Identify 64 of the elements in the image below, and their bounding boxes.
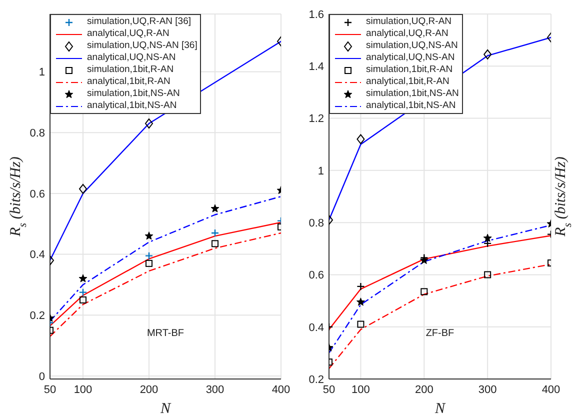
y-tick-label: 0.2	[30, 310, 45, 322]
legend-label: simulation,1bit,NS-AN	[87, 88, 180, 100]
point	[212, 240, 218, 248]
legend-label: analytical,1bit,NS-AN	[366, 100, 456, 112]
point	[483, 239, 492, 248]
point	[210, 228, 220, 238]
annotation: MRT-BF	[146, 328, 186, 339]
x-axis-title: N	[159, 401, 172, 417]
y-tick-label: 1.2	[308, 113, 324, 126]
point	[483, 234, 492, 242]
legend-label: simulation,UQ,R-AN [36]	[87, 16, 192, 28]
y-tick-label: 1.6	[308, 8, 324, 21]
y-tick-label: 1	[318, 165, 324, 178]
point	[356, 298, 365, 306]
legend-label: analytical,1bit,R-AN	[366, 76, 450, 88]
y-tick-label: 0.2	[308, 374, 324, 386]
point	[484, 271, 492, 278]
y-tick-label: 0	[38, 370, 45, 383]
x-tick-label: 100	[352, 384, 370, 396]
y-tick-label: 1.4	[308, 61, 324, 74]
line-series	[50, 232, 281, 338]
legend-label: simulation,UQ,NS-AN [36]	[87, 40, 198, 52]
x-tick-label: 400	[542, 384, 560, 396]
line-series	[50, 196, 281, 322]
point	[144, 232, 154, 240]
point	[78, 274, 88, 282]
y-tick-label: 0.4	[308, 322, 324, 334]
y-tick-label: 0.6	[308, 270, 324, 282]
legend-label: analytical,UQ,NS-AN	[366, 52, 455, 64]
y-tick-label: 0.6	[30, 188, 45, 200]
legend-label: simulation,1bit,R-AN	[366, 64, 453, 76]
x-axis-title: N	[434, 401, 446, 417]
line-series	[329, 235, 551, 330]
x-tick-label: 400	[272, 384, 290, 396]
legend-label: analytical,UQ,NS-AN	[87, 52, 176, 64]
x-tick-label: 100	[74, 384, 92, 396]
x-tick-label: 50	[44, 384, 56, 396]
x-tick-label: 300	[206, 384, 224, 396]
point	[146, 260, 152, 267]
point	[210, 204, 220, 212]
point	[420, 288, 428, 296]
legend-label: simulation,1bit,NS-AN	[366, 88, 459, 100]
point	[356, 282, 365, 291]
annotation: ZF-BF	[424, 328, 456, 339]
x-tick-label: 200	[140, 384, 158, 396]
x-tick-label: 300	[478, 384, 497, 396]
legend-label: simulation,UQ,NS-AN	[366, 40, 458, 52]
legend-label: analytical,UQ,R-AN	[87, 28, 170, 40]
y-tick-label: 0.8	[308, 217, 324, 230]
legend-label: simulation,UQ,R-AN	[366, 16, 452, 28]
y-tick-label: 1	[38, 66, 45, 79]
point	[144, 252, 154, 260]
point	[420, 256, 428, 264]
point	[357, 320, 364, 328]
point	[80, 296, 86, 304]
legend-label: simulation,1bit,R-AN	[87, 64, 174, 76]
legend-label: analytical,UQ,R-AN	[366, 28, 448, 40]
x-tick-label: 200	[414, 384, 434, 396]
legend-label: analytical,1bit,R-AN	[87, 76, 170, 88]
x-tick-label: 50	[322, 384, 336, 396]
y-tick-label: 0.8	[30, 128, 45, 140]
y-tick-label: 0.4	[30, 249, 45, 262]
point	[78, 288, 88, 296]
legend-label: analytical,1bit,NS-AN	[87, 100, 177, 112]
